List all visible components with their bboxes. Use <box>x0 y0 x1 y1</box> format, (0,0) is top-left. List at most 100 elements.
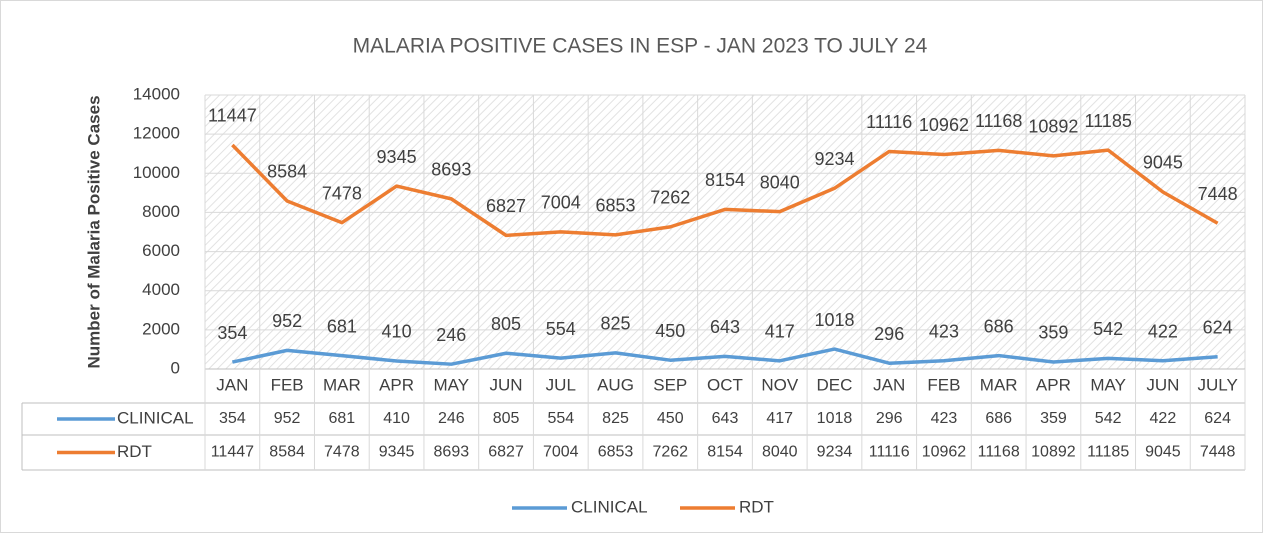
data-label: 686 <box>984 316 1014 336</box>
data-label: 246 <box>436 325 466 345</box>
x-tick-label: NOV <box>761 375 799 394</box>
table-cell: 246 <box>438 410 465 427</box>
y-tick-label: 8000 <box>142 202 180 221</box>
data-label: 542 <box>1093 319 1123 339</box>
y-axis-label: Number of Malaria Positive Cases <box>84 95 103 368</box>
data-label: 1018 <box>814 310 854 330</box>
data-label: 9045 <box>1143 153 1183 173</box>
data-label: 554 <box>546 319 576 339</box>
y-tick-label: 6000 <box>142 241 180 260</box>
table-row-header: RDT <box>117 442 152 461</box>
data-label: 354 <box>217 323 247 343</box>
table-cell: 686 <box>985 410 1012 427</box>
data-label: 8693 <box>431 160 471 180</box>
table-cell: 354 <box>219 410 246 427</box>
table-cell: 952 <box>274 410 301 427</box>
table-cell: 11447 <box>211 444 254 461</box>
table-cell: 7262 <box>652 444 688 461</box>
data-label: 10962 <box>919 115 969 135</box>
data-label: 681 <box>327 316 357 336</box>
table-cell: 422 <box>1150 410 1177 427</box>
legend-label: CLINICAL <box>571 497 648 516</box>
table-cell: 11168 <box>978 444 1020 461</box>
data-label: 11447 <box>208 106 257 126</box>
table-cell: 6853 <box>598 444 634 461</box>
data-label: 643 <box>710 317 740 337</box>
data-label: 8040 <box>760 172 800 192</box>
table-cell: 8040 <box>762 444 798 461</box>
x-tick-label: JUL <box>546 375 576 394</box>
data-label: 11185 <box>1084 111 1131 131</box>
data-label: 450 <box>655 321 685 341</box>
plot-area <box>205 95 1245 369</box>
table-cell: 9045 <box>1145 444 1181 461</box>
data-label: 7448 <box>1198 184 1238 204</box>
y-tick-label: 4000 <box>142 280 180 299</box>
data-label: 11116 <box>866 112 912 132</box>
data-label: 8154 <box>705 170 745 190</box>
x-tick-label: JAN <box>873 375 905 394</box>
table-cell: 7004 <box>543 444 579 461</box>
table-cell: 450 <box>657 410 684 427</box>
series-line <box>231 143 1219 238</box>
data-label: 8584 <box>267 162 307 182</box>
x-tick-label: FEB <box>927 375 960 394</box>
y-tick-label: 10000 <box>133 163 180 182</box>
x-tick-label: MAR <box>323 375 361 394</box>
chart-title: MALARIA POSITIVE CASES IN ESP - JAN 2023… <box>353 35 928 58</box>
table-cell: 6827 <box>488 444 524 461</box>
table-cell: 8693 <box>434 444 470 461</box>
x-tick-label: SEP <box>653 375 687 394</box>
data-label: 359 <box>1038 323 1068 343</box>
x-tick-label: APR <box>1036 375 1071 394</box>
table-cell: 410 <box>383 410 410 427</box>
x-tick-label: AUG <box>597 375 634 394</box>
table-cell: 7448 <box>1200 444 1236 461</box>
x-tick-label: FEB <box>271 375 304 394</box>
data-label: 7262 <box>650 188 690 208</box>
table-cell: 359 <box>1040 410 1067 427</box>
table-cell: 643 <box>712 410 739 427</box>
table-cell: 10892 <box>1031 444 1076 461</box>
x-tick-label: JUN <box>490 375 523 394</box>
data-label: 6853 <box>596 196 636 216</box>
table-cell: 9234 <box>817 444 853 461</box>
table-cell: 11116 <box>869 444 910 461</box>
data-label: 10892 <box>1028 117 1078 137</box>
data-label: 825 <box>601 314 631 334</box>
table-cell: 542 <box>1095 410 1122 427</box>
data-label: 9345 <box>377 147 417 167</box>
legend-label: RDT <box>739 497 774 516</box>
table-cell: 10962 <box>922 444 967 461</box>
x-tick-label: JULY <box>1197 375 1237 394</box>
data-label: 7004 <box>541 193 581 213</box>
x-tick-label: MAY <box>434 375 470 394</box>
x-tick-label: DEC <box>817 375 853 394</box>
data-label: 296 <box>874 324 904 344</box>
data-label: 11168 <box>975 111 1022 131</box>
table-cell: 554 <box>547 410 574 427</box>
table-cell: 296 <box>876 410 903 427</box>
data-label: 952 <box>272 311 302 331</box>
x-tick-label: JAN <box>216 375 248 394</box>
data-label: 6827 <box>486 196 526 216</box>
table-cell: 681 <box>328 410 355 427</box>
data-label: 422 <box>1148 321 1178 341</box>
data-label: 9234 <box>814 149 854 169</box>
data-label: 624 <box>1203 318 1233 338</box>
table-cell: 805 <box>493 410 520 427</box>
y-tick-label: 12000 <box>133 124 180 143</box>
table-cell: 423 <box>931 410 958 427</box>
data-label: 417 <box>765 322 795 342</box>
table-cell: 7478 <box>324 444 360 461</box>
table-cell: 8154 <box>707 444 743 461</box>
table-cell: 1018 <box>817 410 853 427</box>
y-tick-label: 0 <box>171 358 180 377</box>
data-label: 410 <box>382 322 412 342</box>
table-cell: 8584 <box>269 444 305 461</box>
table-cell: 9345 <box>379 444 415 461</box>
series-line <box>232 347 1218 366</box>
table-cell: 417 <box>766 410 793 427</box>
table-cell: 825 <box>602 410 629 427</box>
